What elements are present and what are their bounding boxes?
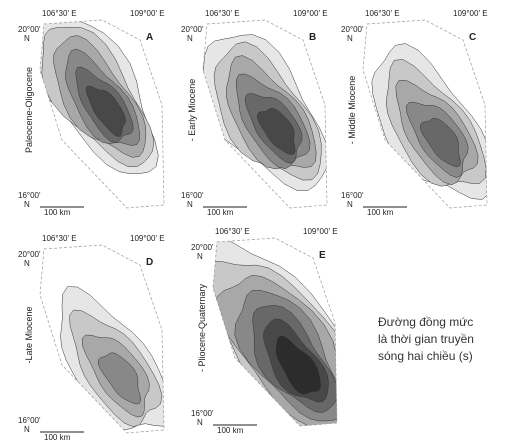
latitude-label: 16°00' xyxy=(341,191,364,200)
panel-letter: D xyxy=(146,257,153,268)
scale-label: 100 km xyxy=(207,208,234,217)
longitude-label: 109°00' E xyxy=(453,9,488,18)
period-label: -Late Miocene xyxy=(24,306,34,363)
latitude-label: 16°00' xyxy=(18,191,41,200)
map-panel: 106°30' E 109°00' E20°00'N16°00'NE- Plioc… xyxy=(191,227,338,435)
contour-zone xyxy=(420,117,461,168)
latitude-label: N xyxy=(24,259,30,268)
scale-label: 100 km xyxy=(44,208,71,217)
latitude-label: N xyxy=(24,34,30,43)
longitude-label: 109°00' E xyxy=(130,234,165,243)
contours xyxy=(213,238,337,426)
panel-letter: A xyxy=(146,32,153,43)
study-area xyxy=(362,19,488,209)
study-area xyxy=(39,19,165,209)
study-area xyxy=(202,19,328,209)
legend-line: sóng hai chiều (s) xyxy=(378,349,473,363)
scale-label: 100 km xyxy=(217,426,244,435)
map-panel: 106°30' E 109°00' E20°00'N16°00'NB- Early… xyxy=(181,9,328,217)
period-label: - Pliocene-Quaternary xyxy=(197,283,207,372)
latitude-label: N xyxy=(187,34,193,43)
longitude-label: 106°30' E xyxy=(365,9,400,18)
contours xyxy=(203,34,327,191)
contour-zone xyxy=(257,108,296,156)
panel-letter: E xyxy=(319,250,326,261)
latitude-label: N xyxy=(347,34,353,43)
contour-zone xyxy=(98,352,141,405)
panel-letter: C xyxy=(469,32,476,43)
period-label: - Middle Miocene xyxy=(347,76,357,145)
latitude-label: 20°00' xyxy=(191,243,214,252)
panel-letter: B xyxy=(309,32,316,43)
scale-label: 100 km xyxy=(367,208,394,217)
longitude-label: 106°30' E xyxy=(42,234,77,243)
latitude-label: 20°00' xyxy=(18,250,41,259)
longitude-label: 106°30' E xyxy=(215,227,250,236)
latitude-label: 20°00' xyxy=(341,25,364,34)
period-label: Paleocene-Oligocene xyxy=(24,67,34,153)
latitude-label: 16°00' xyxy=(18,416,41,425)
latitude-label: N xyxy=(24,200,30,209)
period-label: - Early Miocene xyxy=(187,79,197,142)
study-area xyxy=(212,237,338,427)
longitude-label: 109°00' E xyxy=(293,9,328,18)
latitude-label: 16°00' xyxy=(181,191,204,200)
latitude-label: N xyxy=(187,200,193,209)
latitude-label: N xyxy=(347,200,353,209)
latitude-label: N xyxy=(24,425,30,434)
latitude-label: N xyxy=(197,418,203,427)
legend-line: Đường đồng mức xyxy=(378,315,473,329)
contours xyxy=(40,20,159,175)
contour-zone xyxy=(85,85,126,137)
longitude-label: 106°30' E xyxy=(42,9,77,18)
latitude-label: 20°00' xyxy=(181,25,204,34)
longitude-label: 106°30' E xyxy=(205,9,240,18)
latitude-label: N xyxy=(197,252,203,261)
study-area xyxy=(39,244,165,434)
latitude-label: 16°00' xyxy=(191,409,214,418)
longitude-label: 109°00' E xyxy=(130,9,165,18)
map-panel: 106°30' E 109°00' E20°00'N16°00'NAPaleoce… xyxy=(18,9,165,217)
contour-zone xyxy=(275,335,321,395)
latitude-label: 20°00' xyxy=(18,25,41,34)
longitude-label: 109°00' E xyxy=(303,227,338,236)
scale-label: 100 km xyxy=(44,433,71,442)
legend-line: là thời gian truyền xyxy=(378,332,474,346)
